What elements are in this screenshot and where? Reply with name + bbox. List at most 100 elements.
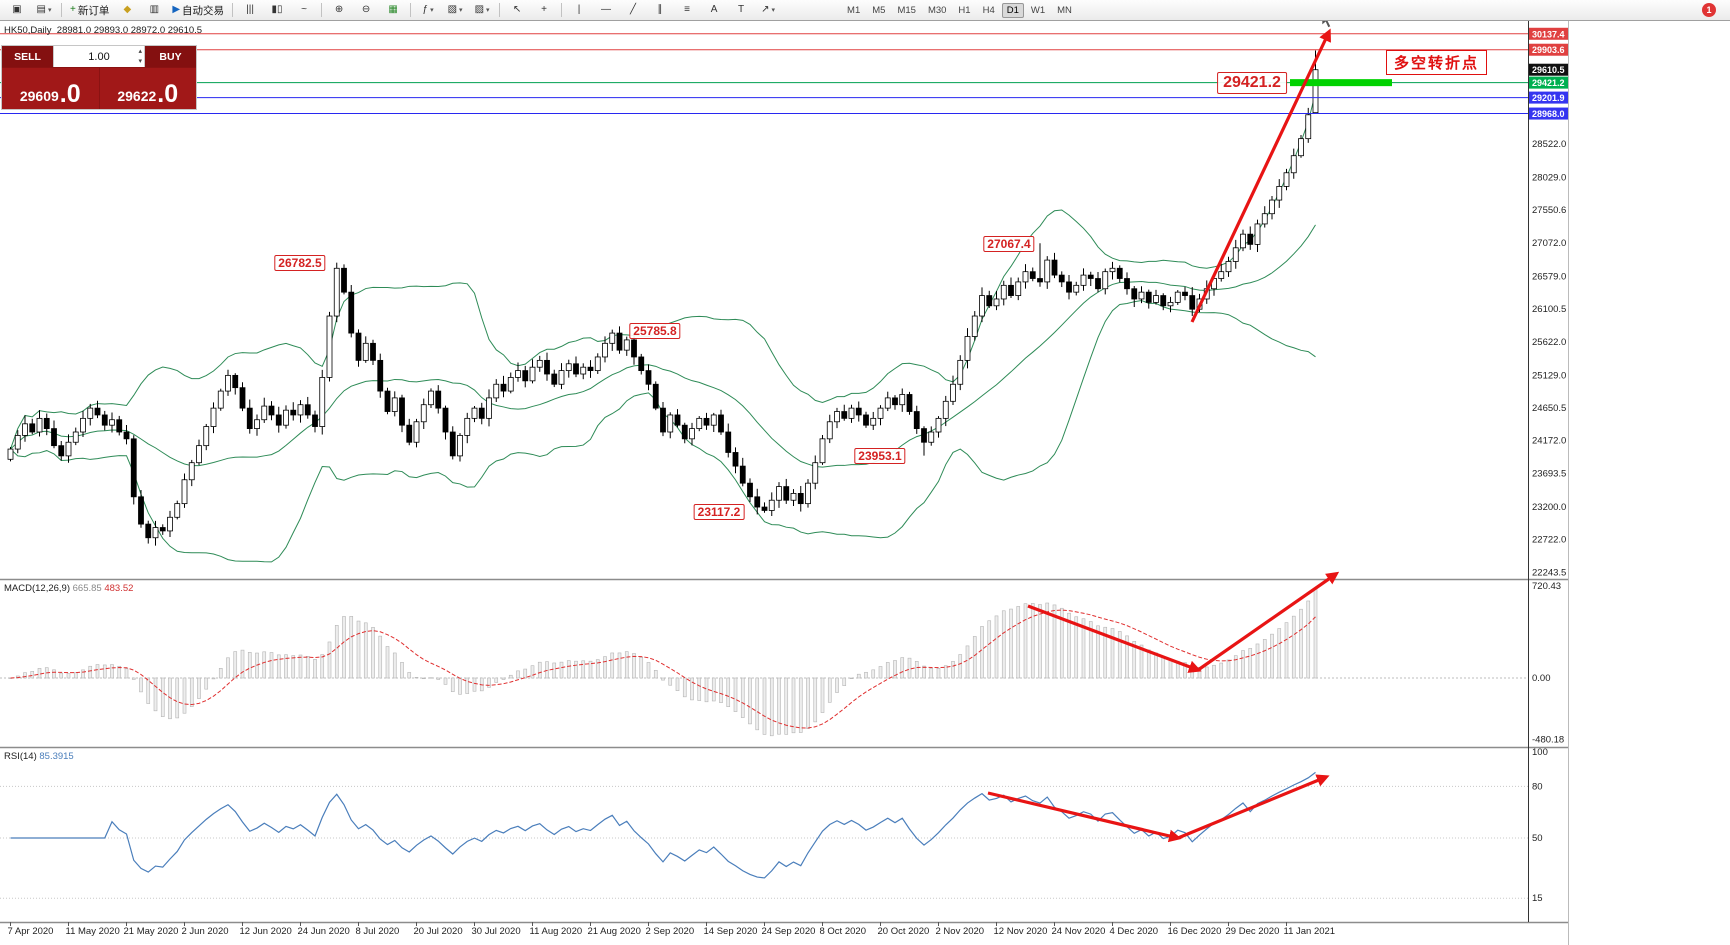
bars-type-icon: ||| bbox=[246, 4, 254, 15]
tile-windows-icon: ▦ bbox=[388, 4, 398, 15]
zoom-out-button[interactable]: ⊖ bbox=[353, 1, 379, 20]
main-toolbar: ▣ ▤ ▾ + 新订单 ◆ ▥ ▶ 自动交易 ||| ▮▯ ~ ⊕ ⊖ ▦ ƒ ▾ ▧ ▾ ▨ ▾ ↖ + | — ╱ ∥ ≡ A T ↗ ▾… bbox=[0, 0, 1730, 21]
label-icon: T bbox=[737, 4, 745, 15]
timeframe-w1-button[interactable]: W1 bbox=[1030, 4, 1046, 16]
rsi-layer bbox=[0, 771, 1528, 899]
turning-point-label[interactable]: 多空转折点 bbox=[1386, 50, 1488, 75]
periods-icon: ▧ bbox=[447, 4, 458, 15]
date-label: 11 Jan 2021 bbox=[1284, 926, 1336, 937]
date-label: 29 Dec 2020 bbox=[1226, 926, 1280, 937]
new-chart-button[interactable]: ▣ bbox=[4, 1, 30, 20]
date-label: 14 Sep 2020 bbox=[704, 926, 758, 937]
timeframe-m1-button[interactable]: M1 bbox=[847, 4, 861, 16]
bars-type-button[interactable]: ||| bbox=[237, 1, 263, 20]
price-annotation-label[interactable]: 23117.2 bbox=[693, 504, 745, 520]
vertical-line-icon: | bbox=[577, 4, 581, 15]
stepper-up-icon[interactable]: ▴ bbox=[138, 47, 142, 55]
price-tag bbox=[1529, 107, 1568, 120]
trend-arrow[interactable] bbox=[1190, 28, 1331, 323]
fibonacci-button[interactable]: ≡ bbox=[674, 1, 700, 20]
timeframe-h1-button[interactable]: H1 bbox=[958, 4, 971, 16]
macd-signal-value: 483.52 bbox=[104, 583, 134, 594]
price-tag-label: 29610.5 bbox=[1532, 65, 1565, 75]
time-axis[interactable]: 7 Apr 2020 11 May 2020 21 May 2020 2 Jun 20… bbox=[8, 922, 1336, 937]
fibonacci-icon: ≡ bbox=[684, 4, 690, 15]
panel-separators[interactable] bbox=[0, 21, 1569, 945]
price-axis[interactable]: 28522.0 28029.0 27550.6 27072.0 26579.0 26100… bbox=[1529, 27, 1568, 904]
horizontal-line-button[interactable]: — bbox=[593, 1, 619, 20]
arrows-icon: ↗ bbox=[761, 4, 770, 15]
date-label: 8 Jul 2020 bbox=[356, 926, 400, 937]
arrows-button[interactable]: ↗ ▾ bbox=[755, 1, 781, 20]
price-tag-label: 29201.9 bbox=[1532, 93, 1565, 103]
mql-community-icon: ◆ bbox=[123, 4, 132, 15]
sell-button[interactable]: SELL bbox=[2, 46, 54, 67]
chevron-down-icon: ▾ bbox=[771, 7, 775, 14]
macd-indicator-label: MACD(12,26,9) 665.85 483.52 bbox=[4, 583, 133, 594]
date-label: 21 Aug 2020 bbox=[588, 926, 641, 937]
cursor-button[interactable]: ↖ bbox=[504, 1, 530, 20]
sell-price[interactable]: 29609.0 bbox=[2, 68, 100, 109]
crosshair-button[interactable]: + bbox=[531, 1, 557, 20]
price-tick-label: 28029.0 bbox=[1532, 173, 1566, 184]
text-icon: A bbox=[710, 4, 718, 15]
chevron-down-icon: ▾ bbox=[430, 7, 434, 14]
indicators-button[interactable]: ƒ ▾ bbox=[415, 1, 441, 20]
date-label: 20 Jul 2020 bbox=[414, 926, 463, 937]
price-tick-label: 23693.5 bbox=[1532, 468, 1566, 479]
notification-badge[interactable]: 1 bbox=[1702, 3, 1716, 17]
price-tag bbox=[1529, 91, 1568, 104]
buy-button[interactable]: BUY bbox=[144, 46, 196, 67]
toolbar-separator bbox=[499, 3, 501, 17]
data-window-button[interactable]: ▥ bbox=[141, 1, 167, 20]
trend-arrow[interactable] bbox=[1177, 774, 1330, 840]
stepper-down-icon[interactable]: ▾ bbox=[138, 57, 142, 65]
channel-button[interactable]: ∥ bbox=[647, 1, 673, 20]
price-annotation-label[interactable]: 29421.2 bbox=[1217, 72, 1287, 94]
new-order-button[interactable]: + 新订单 bbox=[66, 1, 113, 20]
timeframe-m30-button[interactable]: M30 bbox=[927, 4, 947, 16]
timeframe-m15-button[interactable]: M15 bbox=[897, 4, 916, 16]
periods-button[interactable]: ▧ ▾ bbox=[442, 1, 468, 20]
timeframe-h4-button[interactable]: H4 bbox=[982, 4, 995, 16]
tile-windows-button[interactable]: ▦ bbox=[380, 1, 406, 20]
rsi-line bbox=[10, 771, 1316, 879]
toolbar-separator bbox=[321, 3, 323, 17]
cursor-icon: ↖ bbox=[512, 4, 522, 15]
volume-stepper[interactable]: ▴ ▾ bbox=[138, 46, 142, 66]
trend-arrow[interactable] bbox=[987, 791, 1182, 843]
templates-button[interactable]: ▨ ▾ bbox=[469, 1, 495, 20]
sell-price-main: 29609 bbox=[19, 88, 59, 104]
timeframe-m5-button[interactable]: M5 bbox=[872, 4, 886, 16]
price-annotation-label[interactable]: 25785.8 bbox=[629, 323, 681, 339]
price-tag-label: 29903.6 bbox=[1532, 45, 1565, 55]
text-button[interactable]: A bbox=[701, 1, 727, 20]
channel-icon: ∥ bbox=[657, 4, 663, 15]
trend-arrow[interactable] bbox=[1197, 571, 1340, 672]
price-annotation-label[interactable]: 23953.1 bbox=[854, 448, 906, 464]
zoom-in-icon: ⊕ bbox=[334, 4, 344, 15]
timeframe-mn-button[interactable]: MN bbox=[1057, 4, 1072, 16]
zoom-in-button[interactable]: ⊕ bbox=[326, 1, 352, 20]
price-lines-layer[interactable] bbox=[0, 33, 1528, 115]
buy-price[interactable]: 29622.0 bbox=[100, 68, 197, 109]
data-window-icon: ▥ bbox=[149, 4, 160, 15]
date-label: 11 Aug 2020 bbox=[530, 926, 583, 937]
chart-profiles-button[interactable]: ▤ ▾ bbox=[31, 1, 57, 20]
timeframe-d1-button[interactable]: D1 bbox=[1001, 2, 1024, 18]
autotrading-button[interactable]: ▶ 自动交易 bbox=[168, 1, 228, 20]
mql-community-button[interactable]: ◆ bbox=[114, 1, 140, 20]
trend-arrow[interactable] bbox=[1027, 604, 1202, 673]
price-annotation-label[interactable]: 26782.5 bbox=[274, 255, 326, 271]
line-type-button[interactable]: ~ bbox=[291, 1, 317, 20]
label-button[interactable]: T bbox=[728, 1, 754, 20]
price-tick-label: 24650.5 bbox=[1532, 403, 1566, 414]
volume-field[interactable]: 1.00 ▴ ▾ bbox=[54, 46, 144, 67]
price-annotation-label[interactable]: 27067.4 bbox=[983, 236, 1035, 252]
trendline-button[interactable]: ╱ bbox=[620, 1, 646, 20]
trend-arrows-layer bbox=[987, 28, 1340, 843]
support-zone-band[interactable] bbox=[1290, 79, 1392, 87]
candles-type-button[interactable]: ▮▯ bbox=[264, 1, 290, 20]
vertical-line-button[interactable]: | bbox=[566, 1, 592, 20]
